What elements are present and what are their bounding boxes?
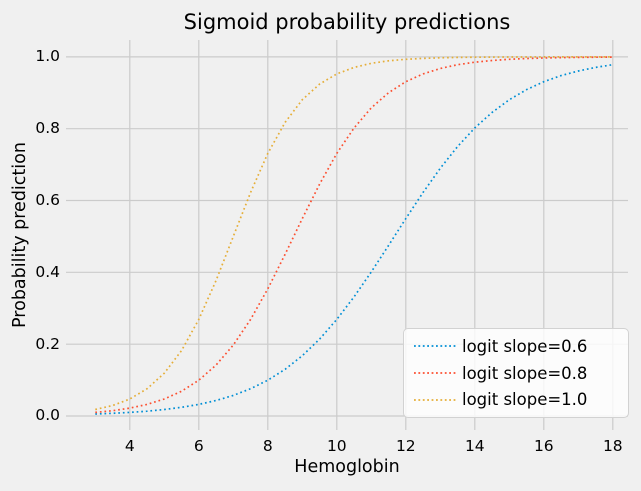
- x-tick-label: 4: [124, 437, 135, 455]
- plot-canvas: [66, 40, 628, 430]
- legend-dotted-line-icon: [414, 345, 456, 348]
- x-tick-label: 8: [262, 437, 273, 455]
- y-axis-label: Probability prediction: [10, 142, 30, 328]
- legend-dotted-line-icon: [414, 398, 456, 401]
- chart-title: Sigmoid probability predictions: [183, 10, 511, 34]
- y-tick-label: 1.0: [35, 47, 60, 66]
- x-tick-label: 16: [533, 437, 554, 455]
- legend-dotted-line-icon: [414, 372, 456, 374]
- x-tick-label: 18: [602, 437, 623, 455]
- x-axis-label: Hemoglobin: [294, 457, 400, 477]
- plot-area: [66, 40, 628, 430]
- y-tick-label: 0.6: [35, 191, 60, 210]
- legend-item-slope-1-0: logit slope=1.0: [413, 386, 620, 413]
- legend-item-slope-0-6: logit slope=0.6: [413, 333, 620, 360]
- y-tick-label: 0.0: [35, 406, 60, 425]
- y-tick-label: 0.2: [35, 334, 60, 353]
- y-tick-label: 0.8: [35, 119, 60, 138]
- legend-item-slope-0-8: logit slope=0.8: [413, 360, 620, 387]
- x-tick-label: 14: [464, 437, 485, 455]
- sigmoid-curve-0: [95, 63, 613, 415]
- x-tick-label: 10: [326, 437, 347, 455]
- legend: logit slope=0.6 logit slope=0.8 logit sl…: [403, 328, 629, 418]
- x-tick-label: 12: [395, 437, 416, 455]
- sigmoid-curve-2: [95, 56, 613, 411]
- legend-label: logit slope=0.6: [462, 336, 588, 356]
- legend-label: logit slope=1.0: [462, 390, 588, 410]
- legend-label: logit slope=0.8: [462, 363, 588, 383]
- y-tick-label: 0.4: [35, 262, 60, 281]
- x-tick-label: 6: [193, 437, 204, 455]
